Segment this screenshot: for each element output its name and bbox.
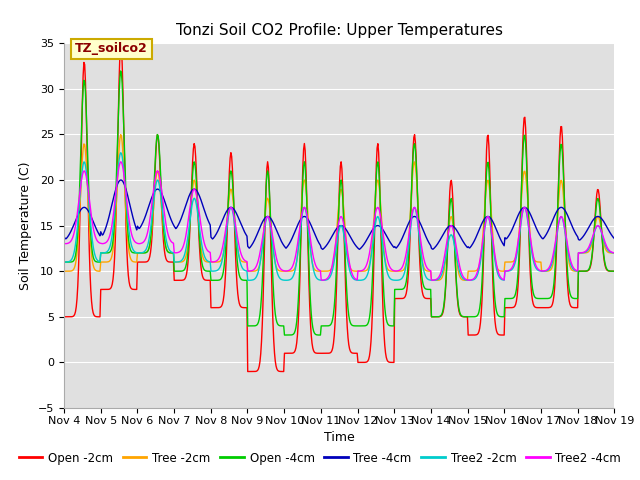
Title: Tonzi Soil CO2 Profile: Upper Temperatures: Tonzi Soil CO2 Profile: Upper Temperatur…: [176, 23, 502, 38]
X-axis label: Time: Time: [324, 431, 355, 444]
Y-axis label: Soil Temperature (C): Soil Temperature (C): [19, 161, 33, 290]
Legend: Open -2cm, Tree -2cm, Open -4cm, Tree -4cm, Tree2 -2cm, Tree2 -4cm: Open -2cm, Tree -2cm, Open -4cm, Tree -4…: [14, 447, 626, 469]
Text: TZ_soilco2: TZ_soilco2: [75, 42, 148, 55]
